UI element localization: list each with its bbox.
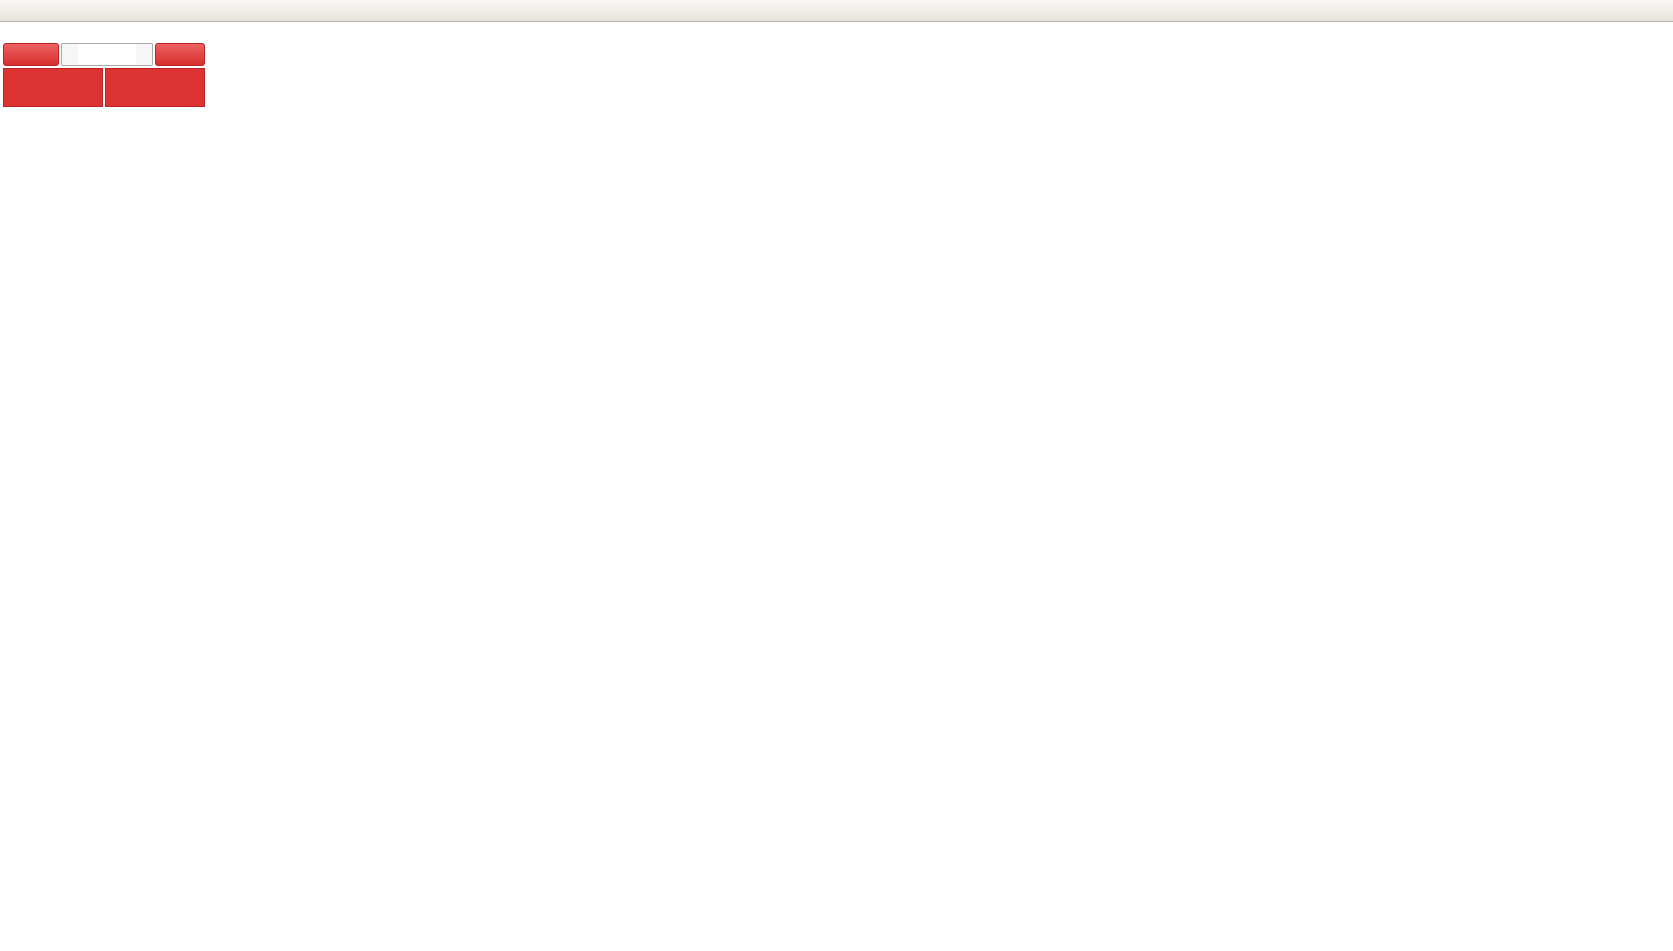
one-click-trade-panel xyxy=(3,43,205,107)
buy-price[interactable] xyxy=(105,68,205,107)
volume-decrease-button[interactable] xyxy=(62,44,78,65)
volume-increase-button[interactable] xyxy=(136,44,152,65)
buy-button[interactable] xyxy=(155,43,205,66)
volume-spinner xyxy=(61,43,153,66)
sell-button[interactable] xyxy=(3,43,59,66)
sell-price[interactable] xyxy=(3,68,103,107)
macd-indicator-label xyxy=(4,583,14,595)
volume-input[interactable] xyxy=(78,44,136,65)
rsi-indicator-label xyxy=(4,768,9,780)
toolbar xyxy=(0,0,1673,22)
